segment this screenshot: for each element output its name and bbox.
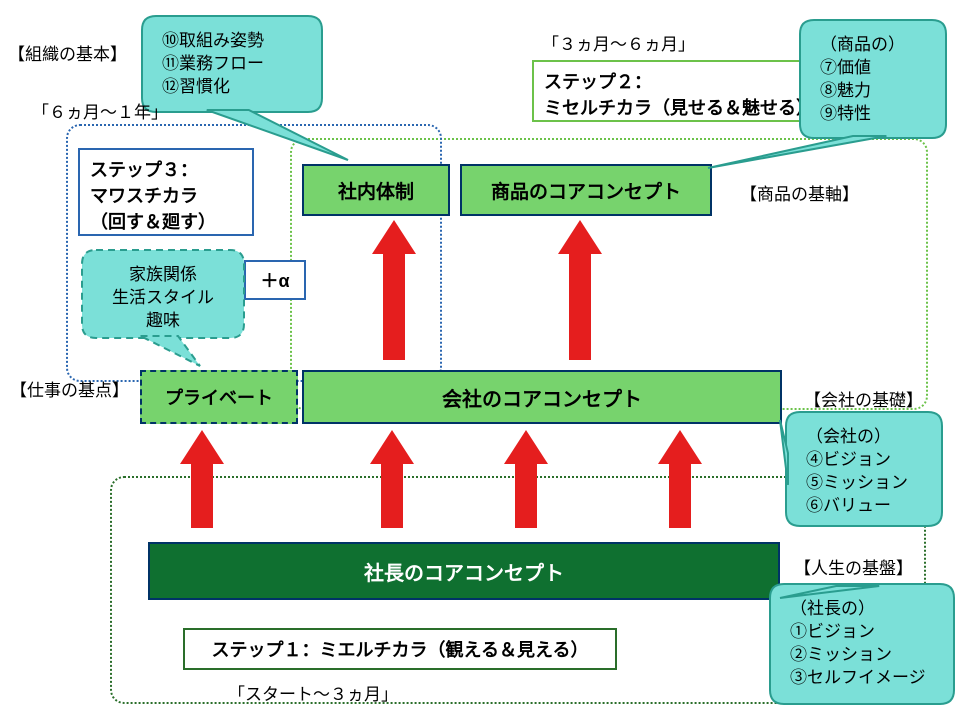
callout-company-l1: （会社の） [806, 426, 922, 449]
callout-internal-l3: ⑫習慣化 [162, 76, 302, 99]
a-company-left-up [370, 430, 414, 528]
a-to-product [558, 220, 602, 360]
company-text: 会社のコアコンセプト [442, 383, 642, 412]
callout-product: （商品の） ⑦価値 ⑧魅力 ⑨特性 [806, 24, 940, 136]
callout-president-l1: （社長の） [790, 598, 934, 621]
label-company-fdn: 【会社の基礎】 [804, 386, 923, 411]
callout-president-l3: ②ミッション [790, 644, 934, 667]
callout-private-l2: 生活スタイル [102, 287, 224, 310]
a-private-up [180, 430, 224, 528]
product-text: 商品のコアコンセプト [491, 177, 681, 204]
label-life-fdn: 【人生の基盤】 [794, 554, 913, 579]
president-box: 社長のコアコンセプト [148, 542, 780, 600]
label-6m-1y: 「６ヵ月～１年」 [32, 98, 168, 123]
a-to-internal [372, 220, 416, 360]
callout-product-l4: ⑨特性 [820, 103, 926, 126]
label-product-axis: 【商品の基軸】 [740, 180, 859, 205]
callout-president: （社長の） ①ビジョン ②ミッション ③セルフイメージ [776, 588, 948, 700]
callout-internal-l1: ⑩取組み姿勢 [162, 30, 302, 53]
callout-private-l1: 家族関係 [102, 264, 224, 287]
callout-company-l2: ④ビジョン [806, 449, 922, 472]
callout-company: （会社の） ④ビジョン ⑤ミッション ⑥バリュー [792, 416, 936, 528]
callout-internal-l2: ⑪業務フロー [162, 53, 302, 76]
callout-product-l3: ⑧魅力 [820, 80, 926, 103]
callout-president-l2: ①ビジョン [790, 621, 934, 644]
product-box: 商品のコアコンセプト [460, 164, 712, 216]
callout-internal: ⑩取組み姿勢 ⑪業務フロー ⑫習慣化 [148, 20, 316, 109]
private-text: プライベート [165, 384, 273, 410]
private-box: プライベート [140, 370, 298, 424]
callout-product-l2: ⑦価値 [820, 57, 926, 80]
callout-president-l4: ③セルフイメージ [790, 667, 934, 690]
label-work-origin: 【仕事の基点】 [10, 376, 129, 401]
internal-text: 社内体制 [338, 177, 414, 204]
internal-box: 社内体制 [302, 164, 450, 216]
company-box: 会社のコアコンセプト [302, 370, 782, 424]
a-company-right-up [658, 430, 702, 528]
callout-company-l4: ⑥バリュー [806, 495, 922, 518]
label-start-3m: 「スタート～３ヵ月」 [228, 680, 398, 705]
president-text: 社長のコアコンセプト [364, 557, 564, 586]
label-org-basics: 【組織の基本】 [8, 40, 127, 65]
callout-product-l1: （商品の） [820, 34, 926, 57]
label-3m-6m: 「３ヵ月～６ヵ月」 [542, 30, 695, 55]
a-company-mid-up [504, 430, 548, 528]
callout-company-l3: ⑤ミッション [806, 472, 922, 495]
callout-private: 家族関係 生活スタイル 趣味 [88, 254, 238, 343]
callout-private-l3: 趣味 [102, 310, 224, 333]
